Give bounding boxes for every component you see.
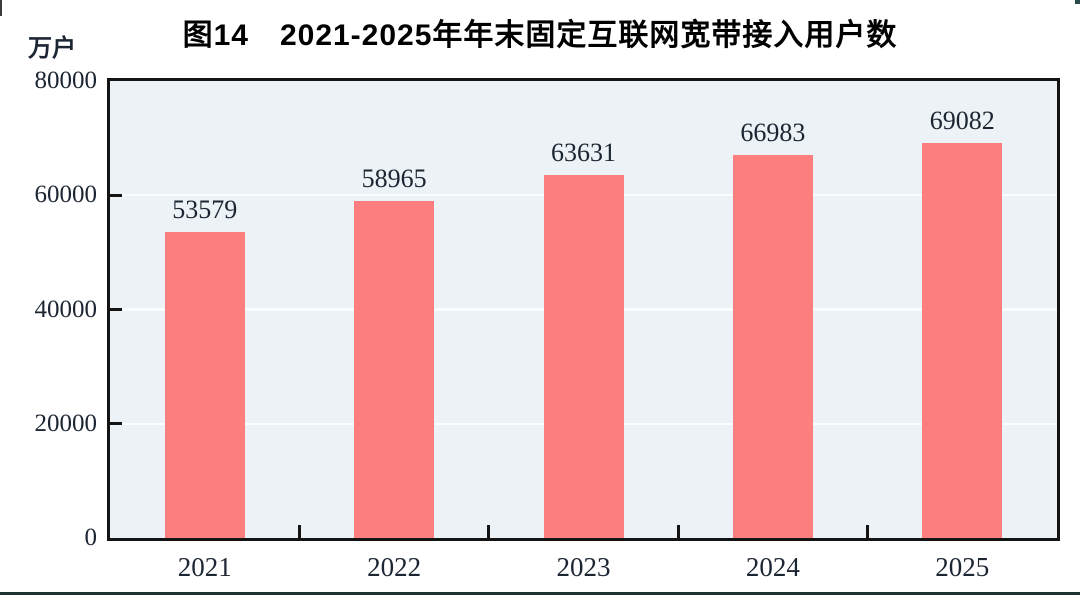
x-tick-label: 2024 (745, 552, 800, 582)
bar-2024 (732, 155, 813, 538)
x-axis-tick (297, 525, 301, 538)
chart-title: 图14 2021-2025年年末固定互联网宽带接入用户数 (182, 19, 898, 52)
plot-area: 53579 58965 63631 66983 69082 (107, 78, 1060, 541)
bar-2021 (164, 231, 245, 538)
bar-2023 (543, 174, 624, 538)
bar-value-label: 53579 (172, 194, 238, 224)
y-tick-label: 80000 (34, 67, 98, 94)
page-frame-fragment-right (1075, 0, 1080, 4)
bar-2022 (354, 201, 435, 538)
x-tick-label: 2022 (367, 552, 422, 582)
page-frame-fragment-left (0, 0, 2, 16)
page-bottom-rule (0, 592, 1080, 595)
y-axis-unit-label: 万户 (28, 36, 76, 62)
bar-value-label: 63631 (551, 137, 616, 167)
y-axis-tick (110, 308, 122, 311)
bar-value-label: 69082 (929, 106, 995, 136)
x-tick-label: 2025 (935, 552, 990, 582)
y-tick-label: 20000 (34, 409, 98, 437)
x-tick-label: 2021 (177, 552, 232, 582)
bar-value-label: 58965 (361, 164, 427, 194)
y-axis-tick (110, 422, 122, 426)
y-tick-label: 0 (84, 524, 98, 551)
x-axis-tick (676, 525, 680, 538)
x-axis-tick (487, 525, 491, 538)
x-axis-tick (866, 525, 870, 538)
y-tick-label: 40000 (34, 295, 98, 323)
bar-2025 (922, 143, 1003, 538)
bar-value-label: 66983 (740, 118, 806, 148)
y-tick-label: 60000 (34, 181, 98, 209)
x-tick-label: 2023 (556, 552, 611, 582)
y-axis-tick (110, 193, 122, 197)
